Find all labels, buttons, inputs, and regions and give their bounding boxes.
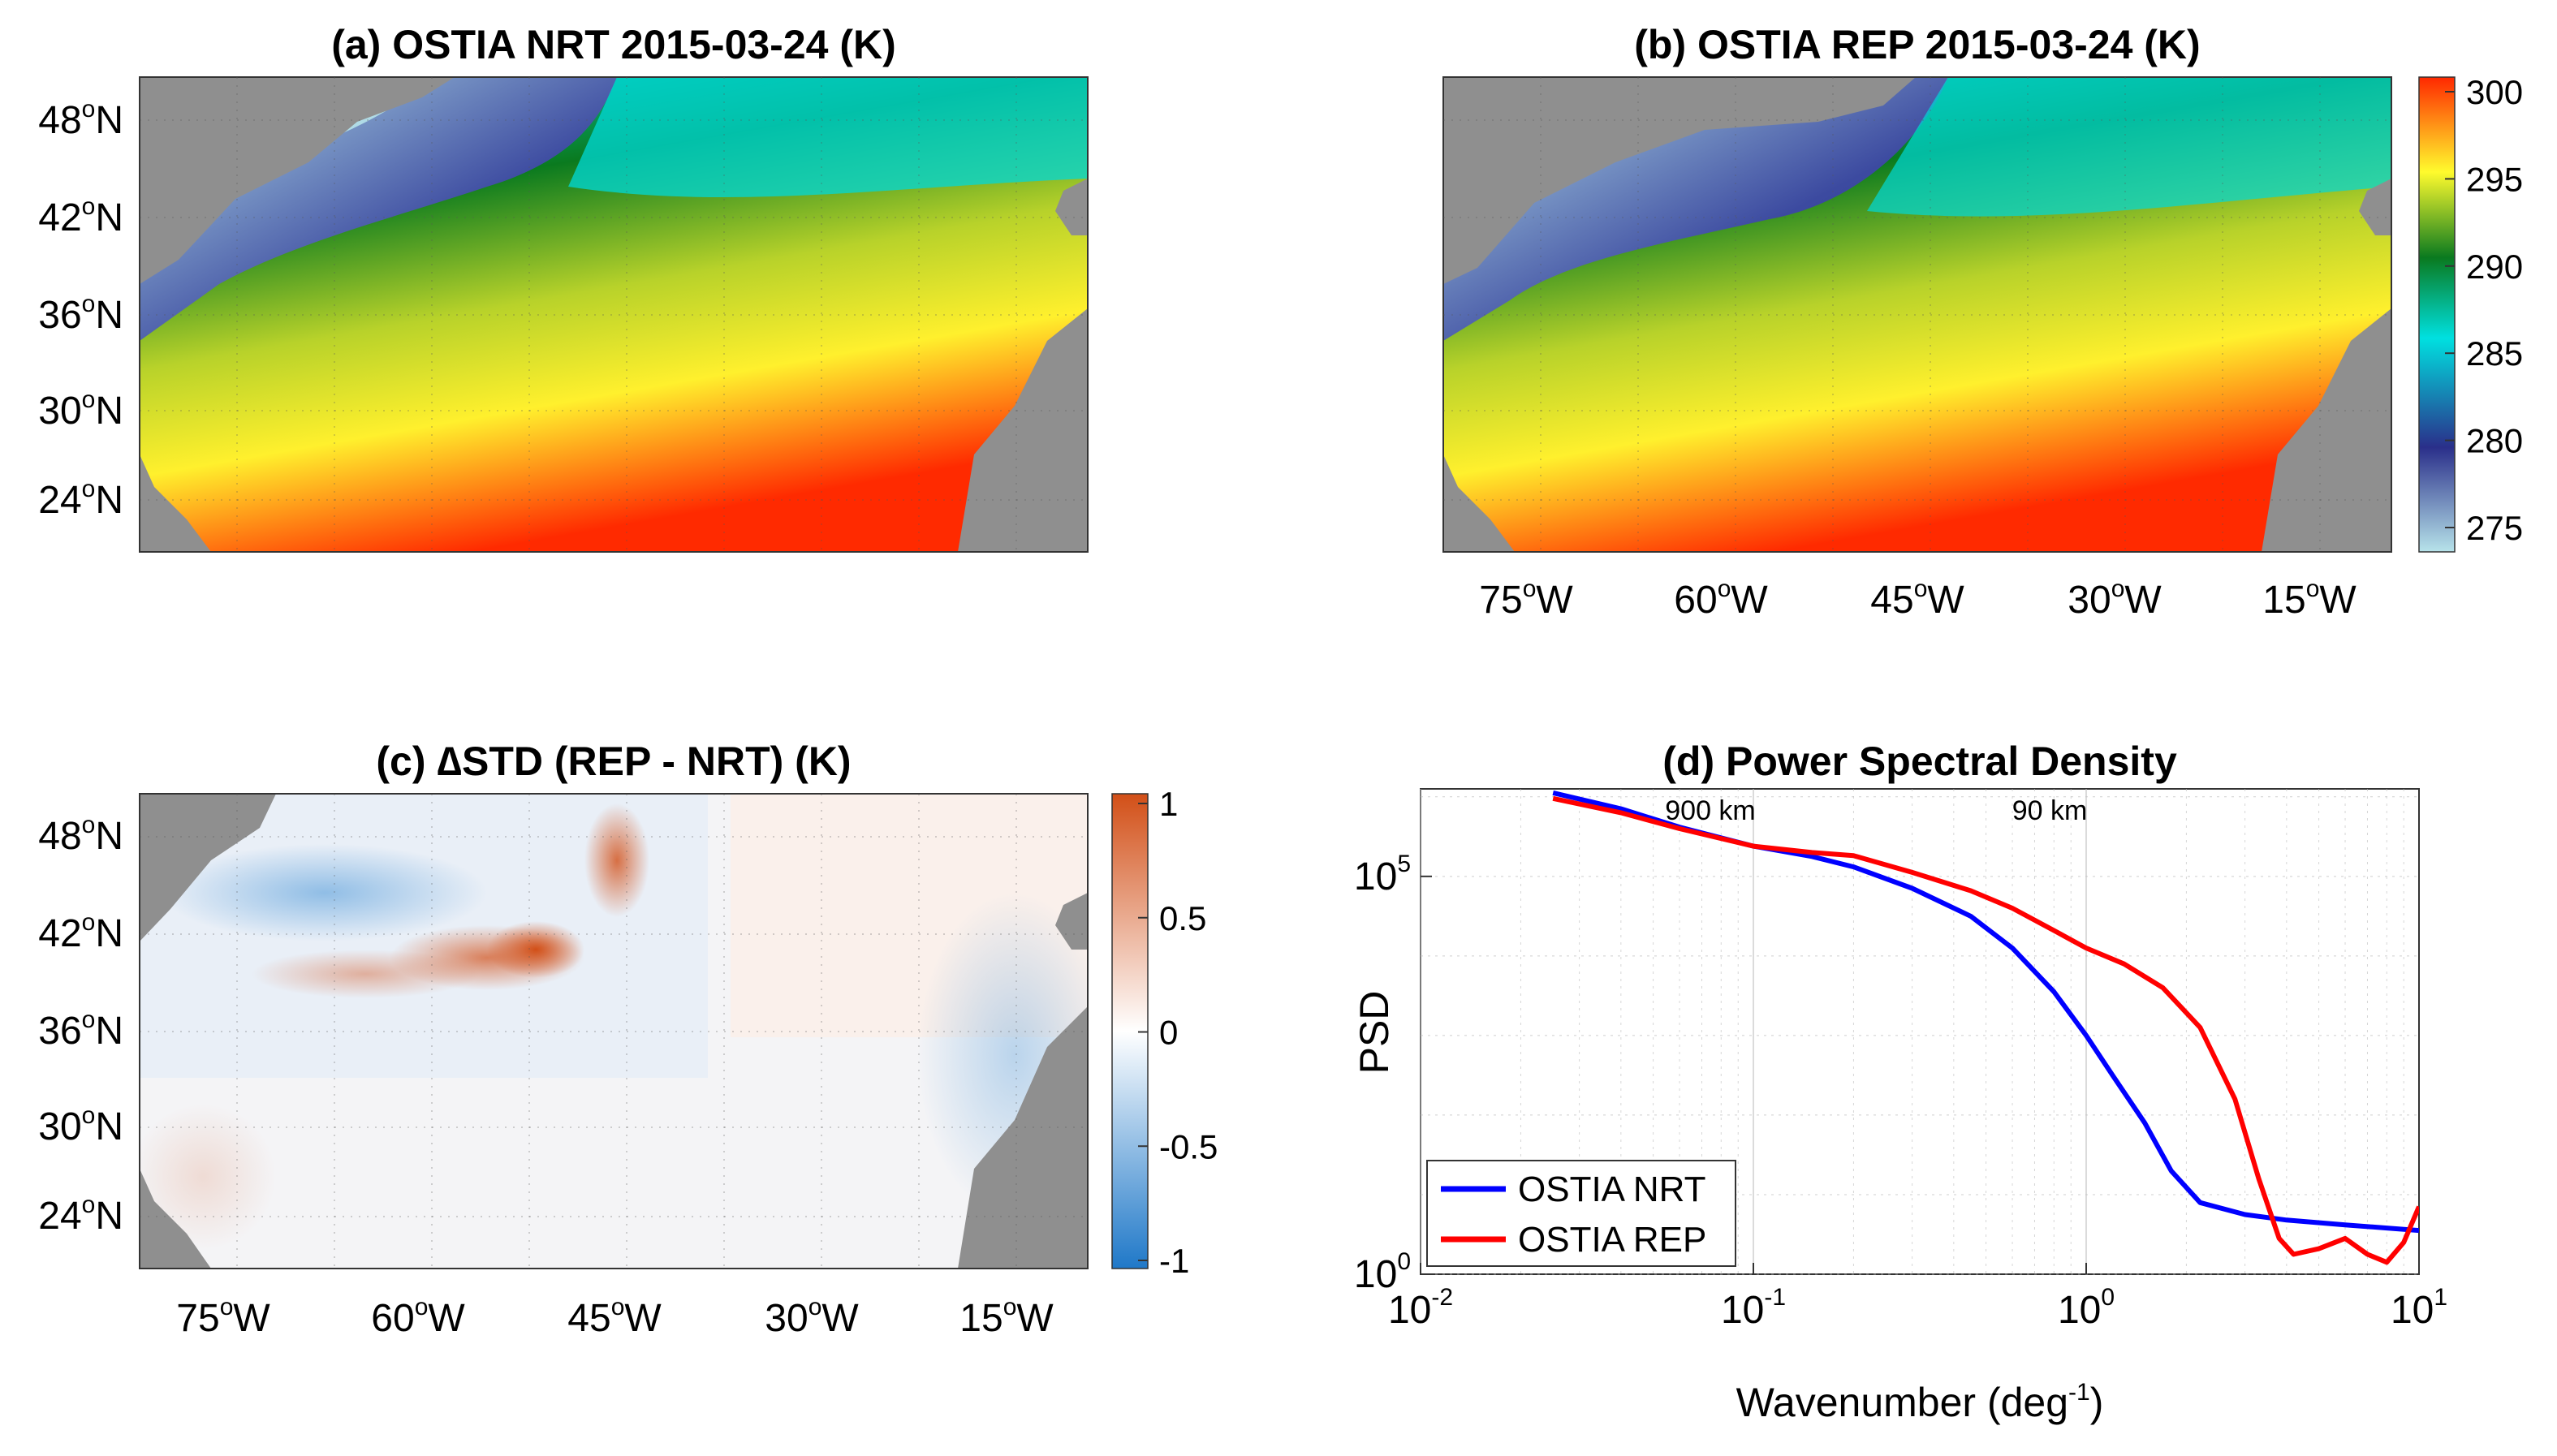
land-caribbean [140,1169,211,1269]
annotation-90km: 90 km [2012,795,2088,826]
sst-colorbar-tick: 300 [2466,73,2523,111]
colorbar-labels: 300 295 290 285 280 275 1 0.5 0 -0.5 -1 [1138,73,2523,1280]
land-iberia [1055,893,1088,950]
annotation-900km: 900 km [1665,795,1756,826]
lon-label-c: 75oW [176,1294,270,1340]
land-africa [958,1006,1088,1269]
x-tick-label: 101 [2391,1284,2447,1332]
lat-label-a: 42oN [38,193,123,239]
lat-label-c: 24oN [38,1191,123,1238]
lon-label-b: 45oW [1870,575,1964,622]
panel-a-title: (a) OSTIA NRT 2015-03-24 (K) [331,22,896,67]
land-north-america [140,794,276,941]
land-caribbean [1443,454,1515,552]
x-tick-label: 100 [2058,1284,2115,1332]
legend-label-rep: OSTIA REP [1518,1220,1706,1260]
lat-label-a: 48oN [38,96,123,142]
axis-ticks: 10-2 10-1 100 101 100 105 [1354,851,2447,1332]
land-iberia [1055,179,1088,235]
land-africa [958,308,1088,552]
lon-label-b: 75oW [1479,575,1573,622]
lon-label-c: 60oW [371,1294,465,1340]
land-caribbean [140,454,211,552]
chart-title: (d) Power Spectral Density [1662,739,2177,784]
land-north-america [140,77,455,284]
lat-label-c: 36oN [38,1006,123,1053]
panel-c-title: (c) ∆STD (REP - NRT) (K) [376,739,851,784]
panel-a: (a) OSTIA NRT 2015-03-24 (K) [139,22,1089,553]
panel-d: (d) Power Spectral Density 10-2 10-1 100 10… [1352,739,2447,1425]
diff-colorbar-tick: -1 [1159,1242,1189,1280]
panel-b: (b) OSTIA REP 2015-03-24 (K) [1442,22,2456,553]
lat-label-c: 48oN [38,812,123,858]
sst-colorbar-tick: 285 [2466,334,2523,373]
lat-label-a: 36oN [38,291,123,337]
x-tick-label: 10-1 [1721,1284,1786,1332]
lon-label-c: 45oW [567,1294,662,1340]
diff-colorbar-tick: -0.5 [1159,1127,1218,1165]
sst-colorbar-tick: 290 [2466,248,2523,286]
series-ostia-rep-line [1552,795,2419,1265]
y-tick-label: 105 [1354,851,1411,898]
x-axis-label: Wavenumber (deg-1) [1736,1379,2104,1425]
land-iberia [2359,179,2391,235]
panel-c: (c) ∆STD (REP - NRT) (K) [139,739,1149,1269]
panel-b-title: (b) OSTIA REP 2015-03-24 (K) [1634,22,2200,67]
lat-label-a: 24oN [38,476,123,522]
sst-colorbar-tick: 295 [2466,160,2523,198]
lon-label-b: 60oW [1674,575,1768,622]
panel-c-map [140,794,1088,1269]
diff-colorbar-tick: 1 [1159,785,1178,823]
lat-label-c: 42oN [38,909,123,955]
lon-label-b: 15oW [2262,575,2356,622]
map-axis-labels: 48oN 48oN 42oN 42oN 36oN 36oN 30oN 30oN 24oN 24oN… [38,77,2391,1340]
land-north-america [1443,77,1916,284]
lon-label-c: 15oW [959,1294,1054,1340]
sst-colorbar-tick: 280 [2466,422,2523,460]
sst-colorbar [2418,76,2456,553]
land-africa [2262,308,2391,552]
lon-label-b: 30oW [2068,575,2162,622]
lat-label-a: 30oN [38,386,123,433]
legend: OSTIA NRT OSTIA REP [1426,1160,1736,1267]
x-tick-label: 10-2 [1388,1284,1453,1332]
legend-label-nrt: OSTIA NRT [1518,1170,1705,1209]
sst-colorbar-tick: 275 [2466,509,2523,547]
panel-a-map [140,77,1088,552]
diff-colorbar-tick: 0.5 [1159,899,1206,937]
y-axis-label: PSD [1352,991,1397,1075]
panel-b-map [1443,77,2391,552]
diff-colorbar-tick: 0 [1159,1014,1178,1052]
grid [1420,789,2419,1275]
y-tick-label: 100 [1354,1248,1411,1296]
lon-label-c: 30oW [765,1294,859,1340]
lat-label-c: 30oN [38,1102,123,1148]
